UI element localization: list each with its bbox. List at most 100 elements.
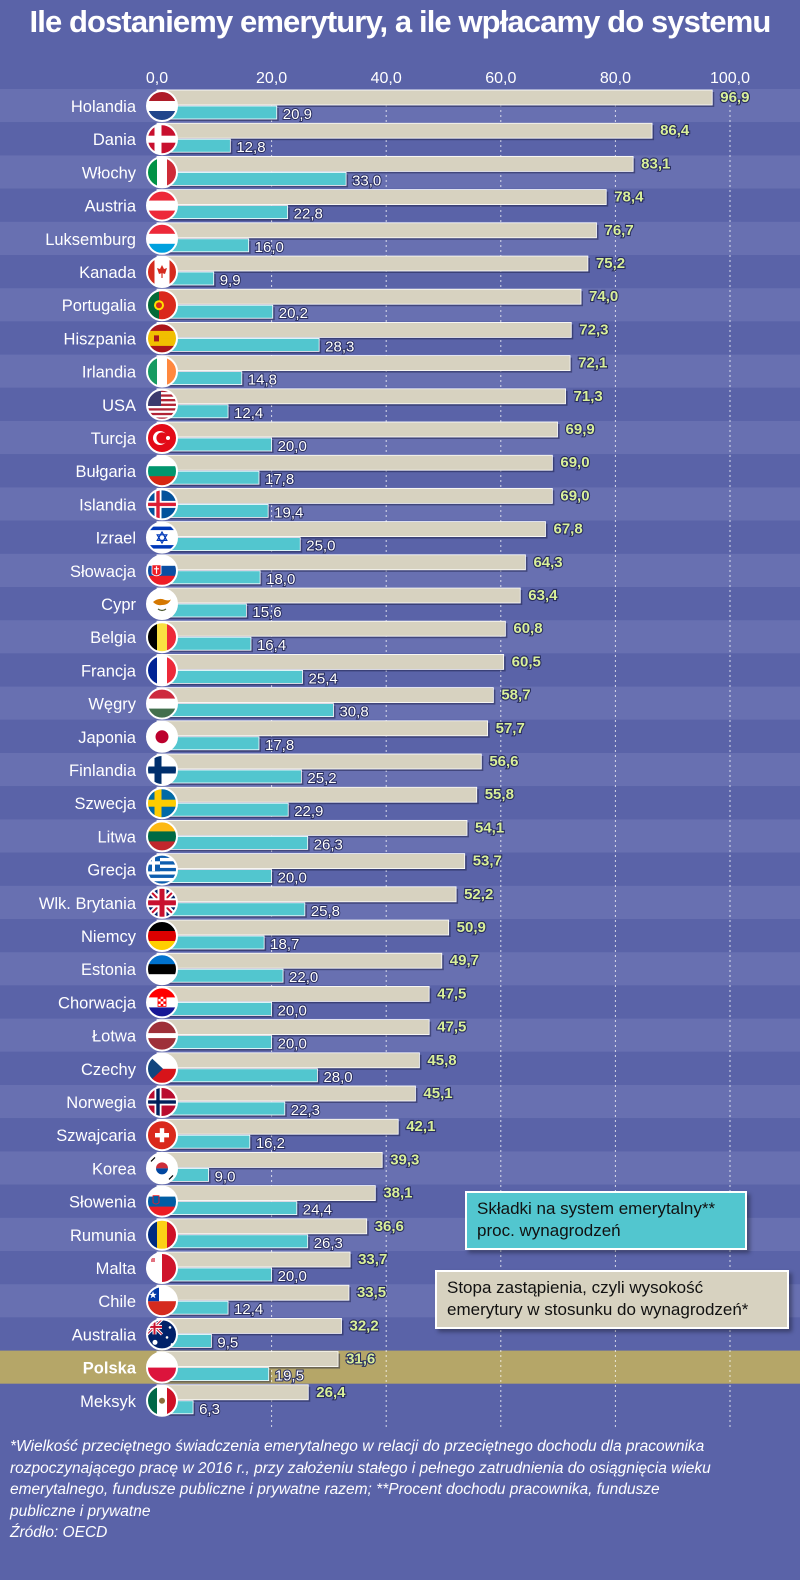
replacement-bar [156, 919, 450, 936]
country-label: Cypr [101, 596, 136, 614]
replacement-value: 54,1 [475, 819, 504, 836]
chart-row: Cypr 63,4 15,6 [101, 586, 559, 622]
country-label: Chile [98, 1293, 136, 1311]
replacement-value: 69,9 [566, 421, 595, 438]
contribution-value: 20,0 [278, 870, 307, 887]
contribution-bar [156, 670, 303, 684]
row-bands [0, 89, 800, 1417]
country-label: Grecja [87, 862, 136, 880]
replacement-value: 36,6 [375, 1218, 404, 1235]
country-label: Japonia [78, 729, 137, 747]
chart-row: Malta 33,7 20,0 [96, 1250, 389, 1286]
replacement-bar [156, 1251, 351, 1268]
chart-row: Szwajcaria 42,1 16,2 [56, 1117, 436, 1153]
country-label: Izrael [96, 530, 136, 548]
chart-rows: Holandia 96,9 20,9 Dania 86,4 12,8 Włochy 83,1 3… [39, 88, 751, 1419]
country-label: Holandia [71, 98, 137, 116]
tick-label: 20,0 [256, 70, 287, 87]
sk-flag-icon [146, 554, 178, 587]
replacement-value: 76,7 [604, 222, 633, 239]
contribution-value: 25,0 [306, 538, 335, 555]
legend-contributions-line1: Składki na system emerytalny** [477, 1199, 716, 1218]
country-label: USA [102, 397, 136, 415]
pt-flag-icon [146, 289, 178, 322]
contribution-value: 9,5 [217, 1334, 238, 1351]
contribution-value: 14,8 [248, 372, 277, 389]
country-label: Bułgaria [75, 463, 136, 481]
contribution-value: 16,0 [255, 239, 284, 256]
row-band [0, 1383, 800, 1417]
bg-flag-icon [146, 455, 178, 488]
replacement-value: 45,8 [427, 1052, 456, 1069]
chart-row: Meksyk 26,4 6,3 [80, 1383, 347, 1419]
fr-flag-icon [146, 654, 178, 687]
chart-row: Islandia 69,0 19,4 [79, 486, 591, 522]
chart-row: Australia 32,2 9,5 [72, 1316, 380, 1352]
us-flag-icon [146, 388, 178, 421]
contribution-value: 17,8 [265, 737, 294, 754]
chart-row: Estonia 49,7 22,0 [81, 951, 480, 987]
fi-flag-icon [146, 754, 178, 786]
country-label: Litwa [97, 828, 136, 846]
contribution-bar [156, 172, 347, 186]
contribution-value: 9,0 [215, 1168, 236, 1185]
kr-flag-icon [146, 1152, 178, 1185]
country-label: Turcja [91, 430, 137, 448]
chart-row: Portugalia 74,0 20,2 [62, 287, 620, 323]
contribution-value: 17,8 [265, 471, 294, 488]
contribution-value: 20,0 [278, 1036, 307, 1053]
il-flag-icon [146, 521, 178, 554]
country-label: Wlk. Brytania [39, 895, 137, 913]
footnote-line: emerytalnego, fundusze publiczne i prywa… [10, 1481, 660, 1498]
replacement-bar [156, 487, 553, 504]
country-label: Szwajcaria [56, 1127, 137, 1145]
legend-replacement: Stopa zastąpienia, czyli wysokość emeryt… [435, 1270, 789, 1329]
replacement-value: 53,7 [473, 853, 502, 870]
footnote: *Wielkość przeciętnego świadczenia emery… [10, 1436, 795, 1544]
replacement-bar [156, 786, 478, 803]
replacement-bar [156, 720, 489, 737]
contribution-value: 28,0 [323, 1069, 352, 1086]
replacement-bar [156, 620, 506, 637]
replacement-value: 63,4 [528, 587, 558, 604]
replacement-value: 39,3 [390, 1151, 419, 1168]
hr-flag-icon [146, 986, 178, 1019]
replacement-value: 32,2 [350, 1317, 379, 1334]
replacement-bar [156, 1318, 342, 1334]
legend-contributions: Składki na system emerytalny** proc. wyn… [465, 1191, 747, 1250]
replacement-bar [156, 986, 430, 1002]
legend-contributions-line2: proc. wynagrodzeń [477, 1221, 621, 1240]
lv-flag-icon [146, 1019, 178, 1052]
au-flag-icon [146, 1318, 178, 1351]
chart-row: Austria 78,4 22,8 [85, 188, 646, 224]
chart-row: USA 71,3 12,4 [102, 387, 604, 423]
country-label: Łotwa [92, 1028, 137, 1046]
contribution-value: 22,8 [294, 206, 323, 223]
bar-chart: 0,0 20,0 40,0 60,0 80,0 100,0 Holandia 96,9 20,… [0, 70, 800, 1428]
replacement-bar [156, 1384, 309, 1401]
cy-flag-icon [146, 588, 178, 620]
cz-flag-icon [146, 1052, 178, 1085]
country-label: Chorwacja [58, 994, 137, 1012]
replacement-bar [156, 521, 546, 538]
tick-label: 100,0 [710, 70, 750, 87]
chart-row: Dania 86,4 12,8 [93, 121, 691, 157]
replacement-bar [156, 820, 468, 836]
contribution-value: 6,3 [199, 1401, 220, 1418]
is-flag-icon [146, 488, 178, 521]
chart-row: Niemcy 50,9 18,7 [81, 918, 487, 954]
replacement-value: 71,3 [574, 388, 603, 405]
contribution-value: 33,0 [352, 172, 381, 189]
chart-row: Turcja 69,9 20,0 [91, 420, 596, 456]
country-label: Finlandia [69, 762, 137, 780]
chart-row: Norwegia 45,1 22,3 [66, 1084, 453, 1120]
replacement-bar [156, 1052, 420, 1069]
footnote-line: rozpoczynającego pracę w 2016 r., przy z… [10, 1459, 711, 1477]
replacement-bar [156, 687, 494, 703]
contribution-value: 26,3 [314, 836, 343, 853]
chart-row: Szwecja 55,8 22,9 [75, 785, 515, 821]
replacement-bar [156, 189, 607, 206]
es-flag-icon [146, 322, 178, 355]
contribution-value: 30,8 [339, 704, 368, 721]
hu-flag-icon [146, 687, 178, 720]
